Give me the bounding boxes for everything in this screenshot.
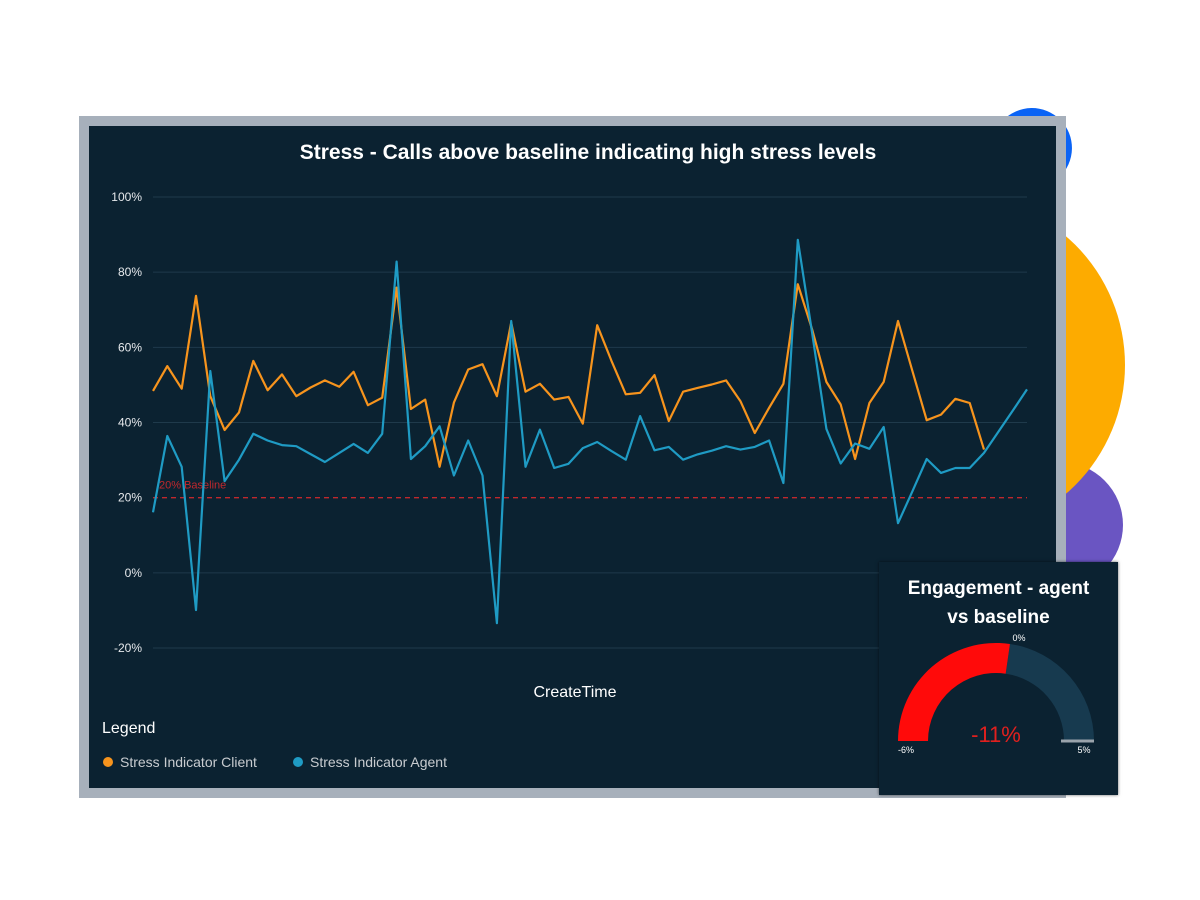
series-line-client [152,283,986,468]
legend-marker-client [103,757,113,767]
x-axis-label: CreateTime [534,684,617,701]
gauge-target-label: 0% [1012,633,1025,643]
legend-label-client: Stress Indicator Client [120,754,257,770]
engagement-gauge-panel: Engagement - agent vs baseline 0% -6% 5%… [879,562,1118,795]
y-tick-label: -20% [114,641,142,655]
y-tick-label: 100% [111,190,142,204]
gauge-fill [898,643,1010,741]
y-tick-label: 0% [125,566,143,580]
gauge-max-label: 5% [1077,745,1090,755]
engagement-gauge: 0% -6% 5% -11% [898,633,1094,755]
y-tick-label: 80% [118,265,142,279]
y-tick-label: 40% [118,416,142,430]
legend-label-agent: Stress Indicator Agent [310,754,447,770]
y-tick-label: 20% [118,491,142,505]
gauge-min-label: -6% [898,745,914,755]
legend-title: Legend [102,720,155,737]
legend-item-client[interactable]: Stress Indicator Client [103,754,257,770]
series-line-agent [151,238,1028,625]
gauge-value: -11% [971,722,1021,747]
y-tick-label: 60% [118,340,142,354]
legend-item-agent[interactable]: Stress Indicator Agent [293,754,447,770]
chart-title: Stress - Calls above baseline indicating… [300,141,877,164]
stress-chart-panel: Stress - Calls above baseline indicating… [79,116,1066,798]
gauge-title: Engagement - agent vs baseline [907,578,1090,628]
baseline-label: 20% Baseline [159,480,226,492]
legend-marker-agent [293,757,303,767]
gauge-track [1005,643,1094,741]
